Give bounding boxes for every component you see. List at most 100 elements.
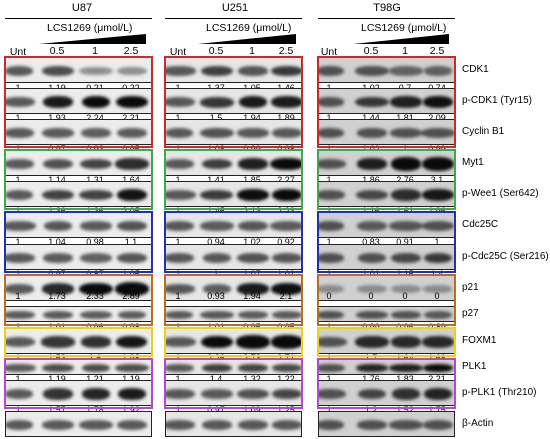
protein-band	[272, 188, 301, 202]
western-blot-panel	[318, 244, 455, 270]
protein-band	[238, 220, 268, 231]
protein-band	[319, 221, 344, 231]
protein-band	[422, 336, 454, 348]
quantification-value: 0.92	[277, 237, 295, 247]
protein-band	[238, 65, 268, 77]
protein-band	[80, 336, 112, 348]
cell-line-underline	[318, 18, 455, 19]
protein-band	[6, 221, 36, 231]
protein-band	[356, 221, 388, 231]
protein-band	[391, 388, 421, 400]
concentration-wedge	[353, 34, 449, 44]
lane-label: Unt	[9, 46, 27, 58]
protein-band	[238, 96, 268, 108]
treatment-label: LCS1269 (μmol/L)	[361, 22, 447, 34]
quantification-value: 0.83	[362, 237, 380, 247]
treatment-label: LCS1269 (μmol/L)	[47, 22, 133, 34]
quantification-value: 1	[15, 374, 21, 384]
quantification-value: 1	[326, 175, 332, 185]
protein-band	[166, 253, 195, 263]
protein-band	[238, 364, 268, 372]
protein-band	[200, 221, 234, 231]
protein-band	[6, 190, 34, 200]
quantification-value: 1	[175, 237, 181, 247]
protein-band	[201, 364, 233, 372]
quantification-value: 2.09	[428, 113, 446, 123]
protein-band	[356, 420, 388, 430]
western-blot-panel	[165, 411, 302, 437]
quantification-value: 1.81	[396, 113, 414, 123]
protein-band	[423, 311, 453, 319]
protein-band	[81, 388, 111, 400]
protein-band	[270, 221, 301, 231]
protein-band	[116, 420, 148, 430]
protein-band	[166, 420, 195, 430]
cell-line-title: U251	[221, 2, 249, 14]
protein-band	[390, 189, 422, 201]
quantification-value: 2.21	[428, 374, 446, 384]
protein-band	[319, 311, 345, 319]
western-blot-panel	[165, 150, 302, 176]
western-blot-panel	[165, 88, 302, 114]
protein-band	[319, 420, 345, 430]
cell-line-title: U87	[71, 2, 93, 14]
concentration-wedge	[198, 34, 296, 44]
protein-band	[236, 335, 270, 349]
western-blot-panel	[5, 181, 152, 207]
quantification-value: 1.41	[207, 175, 225, 185]
protein-band	[43, 220, 73, 232]
protein-band	[43, 96, 73, 108]
protein-band	[422, 95, 454, 109]
protein-band	[356, 311, 388, 319]
protein-band	[81, 128, 111, 138]
protein-band	[200, 96, 234, 108]
protein-band	[237, 311, 269, 319]
protein-band	[201, 335, 233, 349]
quantification-value: 1.4	[209, 374, 223, 384]
protein-band	[422, 156, 454, 172]
protein-band	[271, 364, 301, 372]
western-blot-panel	[5, 88, 152, 114]
protein-band	[41, 364, 75, 372]
quantification-value: 1.83	[396, 374, 414, 384]
quantification-value: 1.5	[209, 113, 223, 123]
protein-band	[356, 364, 388, 372]
protein-band	[202, 420, 232, 430]
protein-band	[357, 158, 387, 170]
protein-band	[319, 364, 346, 372]
lane-label: 0.5	[363, 45, 379, 57]
protein-band	[41, 336, 75, 348]
protein-band	[423, 388, 453, 400]
protein-band	[271, 282, 301, 296]
quantification-value: 1.31	[86, 175, 104, 185]
protein-band	[236, 388, 269, 400]
protein-band	[116, 336, 148, 348]
protein-band	[319, 253, 345, 263]
quantification-value: 1	[175, 374, 181, 384]
protein-band	[271, 311, 301, 319]
quantification-value: 0.97	[207, 405, 225, 415]
protein-band	[237, 128, 269, 138]
quantification-value: 1	[15, 291, 21, 301]
quantification-value: 1.21	[86, 374, 104, 384]
quantification-value: 1.02	[243, 237, 261, 247]
wedge-shape	[198, 34, 296, 44]
quantification-value: 1.64	[122, 175, 140, 185]
protein-band	[391, 252, 421, 264]
protein-band	[79, 189, 113, 201]
protein-band	[79, 66, 113, 76]
western-blot-panel	[5, 212, 152, 238]
protein-band	[166, 364, 195, 372]
protein-band	[319, 159, 347, 169]
protein-band	[272, 420, 301, 430]
protein-band	[166, 221, 195, 231]
treatment-label: LCS1269 (μmol/L)	[206, 22, 292, 34]
western-blot-panel	[318, 212, 455, 238]
quantification-value: 1.75	[428, 405, 446, 415]
protein-band	[319, 285, 345, 293]
western-blot-panel	[5, 57, 152, 83]
western-blot-panel	[165, 380, 302, 406]
protein-band	[390, 285, 422, 293]
protein-band	[423, 285, 453, 293]
protein-label: p-CDK1 (Tyr15)	[462, 95, 533, 106]
